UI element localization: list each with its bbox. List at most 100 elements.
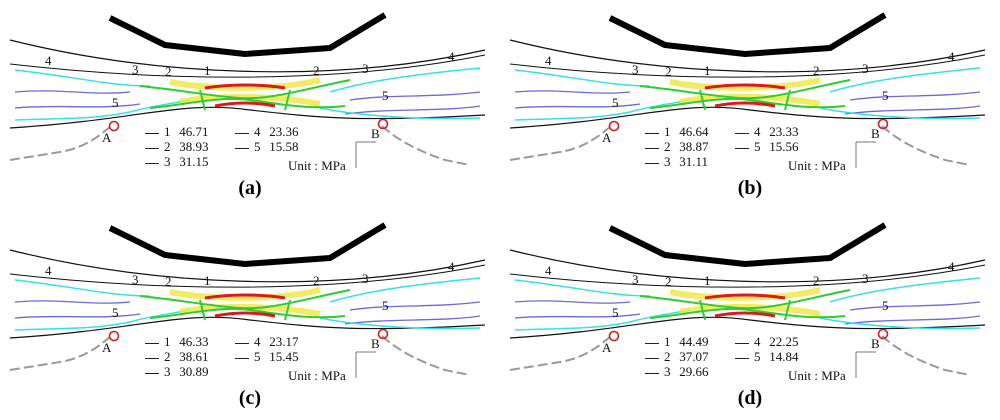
contour-level-4 <box>14 277 481 331</box>
legend-item: 5 15.45 <box>235 349 325 364</box>
legend-item: 4 23.33 <box>735 124 825 139</box>
stress-legend: 1 44.49 4 22.25 2 37.07 5 14.84 3 29.66 <box>645 334 825 379</box>
unit-label: Unit : MPa <box>788 158 846 173</box>
stress-contour-diagram: 4 3 2 1 2 3 4 5 5 A B <box>9 222 486 378</box>
support-left <box>9 336 111 371</box>
stress-legend: 1 46.64 4 23.33 2 38.87 5 15.56 3 31.11 <box>645 124 825 169</box>
contour-level-1 <box>704 83 786 108</box>
contour-level-2 <box>139 289 351 321</box>
legend-item: 4 22.25 <box>735 334 825 349</box>
contour-label-4-right: 4 <box>948 259 955 274</box>
panel-d: 4 3 2 1 2 3 4 5 5 A B 1 44.49 4 22.25 2 3… <box>500 210 1000 420</box>
point-a-label: A <box>602 130 612 145</box>
point-a-marker <box>108 120 120 132</box>
panel-caption: (a) <box>238 177 262 199</box>
legend-item: 1 46.71 <box>145 124 235 139</box>
panel-b: 4 3 2 1 2 3 4 5 5 A B 1 46.64 4 23.33 2 3… <box>500 0 1000 210</box>
stress-legend: 1 46.71 4 23.36 2 38.93 5 15.58 3 31.15 <box>145 124 325 169</box>
contour-level-5 <box>514 90 981 115</box>
point-a-marker <box>608 120 620 132</box>
legend-item: 3 29.66 <box>645 364 735 379</box>
contour-label-4-left: 4 <box>45 263 52 278</box>
point-a-marker <box>608 330 620 342</box>
support-right <box>881 335 971 376</box>
contour-label-5-right: 5 <box>882 298 889 313</box>
contour-label-1: 1 <box>204 63 211 78</box>
legend-item: 5 15.56 <box>735 139 825 154</box>
panel-caption: (c) <box>238 387 262 409</box>
stress-contour-diagram: 4 3 2 1 2 3 4 5 5 A B <box>509 222 986 378</box>
indenter-outline <box>108 222 387 267</box>
contour-label-2-right: 2 <box>813 273 820 288</box>
contour-label-2-right: 2 <box>313 273 320 288</box>
point-b-label: B <box>371 126 380 141</box>
point-b-marker <box>377 328 389 340</box>
contour-label-4-right: 4 <box>448 49 455 64</box>
point-b-label: B <box>871 126 880 141</box>
contour-level-2 <box>139 79 351 111</box>
contour-label-5-left: 5 <box>612 95 619 110</box>
contour-label-5-right: 5 <box>882 88 889 103</box>
axis-triad-icon <box>355 141 376 168</box>
contour-label-5-right: 5 <box>382 88 389 103</box>
contour-label-3-left: 3 <box>132 272 139 287</box>
axis-triad-icon <box>855 141 876 168</box>
contour-label-4-left: 4 <box>545 53 552 68</box>
legend-item: 1 46.64 <box>645 124 735 139</box>
upper-boundary <box>9 264 486 288</box>
support-right <box>381 335 471 376</box>
contour-level-5 <box>514 300 981 325</box>
contour-label-2-right: 2 <box>313 63 320 78</box>
contour-level-3 <box>669 287 821 317</box>
point-a-label: A <box>102 130 112 145</box>
contour-level-2 <box>639 79 851 111</box>
contour-label-1: 1 <box>704 273 711 288</box>
contour-label-3-right: 3 <box>362 271 369 286</box>
point-b-marker <box>877 118 889 130</box>
legend-item: 1 46.33 <box>145 334 235 349</box>
upper-surface <box>9 249 486 283</box>
contour-label-2-left: 2 <box>165 274 172 289</box>
legend-item: 1 44.49 <box>645 334 735 349</box>
contour-label-5-left: 5 <box>612 305 619 320</box>
contour-label-2-left: 2 <box>165 64 172 79</box>
contour-level-1 <box>204 83 286 108</box>
upper-surface <box>509 39 986 73</box>
upper-surface <box>509 249 986 283</box>
legend-item: 2 38.61 <box>145 349 235 364</box>
panel-c: 4 3 2 1 2 3 4 5 5 A B 1 46.33 4 23.17 2 3… <box>0 210 500 420</box>
contour-label-3-right: 3 <box>362 61 369 76</box>
legend-item: 2 38.93 <box>145 139 235 154</box>
legend-item: 3 30.89 <box>145 364 235 379</box>
lower-boundary <box>9 316 486 339</box>
contour-level-4 <box>14 67 481 121</box>
indenter-outline <box>608 12 887 57</box>
stress-contour-diagram: 4 3 2 1 2 3 4 5 5 A B <box>9 12 486 168</box>
support-right <box>881 125 971 166</box>
contour-label-5-left: 5 <box>112 305 119 320</box>
panel-caption: (b) <box>737 177 763 199</box>
contour-label-3-left: 3 <box>132 62 139 77</box>
point-b-label: B <box>871 336 880 351</box>
contour-level-5 <box>14 300 481 325</box>
contour-label-2-left: 2 <box>665 64 672 79</box>
upper-boundary <box>509 54 986 78</box>
contour-label-3-right: 3 <box>862 61 869 76</box>
legend-item: 4 23.36 <box>235 124 325 139</box>
point-b-marker <box>377 118 389 130</box>
contour-label-4-left: 4 <box>45 53 52 68</box>
contour-level-4 <box>514 277 981 331</box>
contour-label-3-left: 3 <box>632 272 639 287</box>
contour-label-4-right: 4 <box>448 259 455 274</box>
unit-label: Unit : MPa <box>288 158 346 173</box>
legend-item: 5 15.58 <box>235 139 325 154</box>
point-b-marker <box>877 328 889 340</box>
contour-level-4 <box>514 67 981 121</box>
upper-boundary <box>509 264 986 288</box>
upper-boundary <box>9 54 486 78</box>
legend-item: 3 31.15 <box>145 154 235 169</box>
contour-level-2 <box>639 289 851 321</box>
contour-label-4-right: 4 <box>948 49 955 64</box>
axis-triad-icon <box>855 351 876 378</box>
point-b-label: B <box>371 336 380 351</box>
